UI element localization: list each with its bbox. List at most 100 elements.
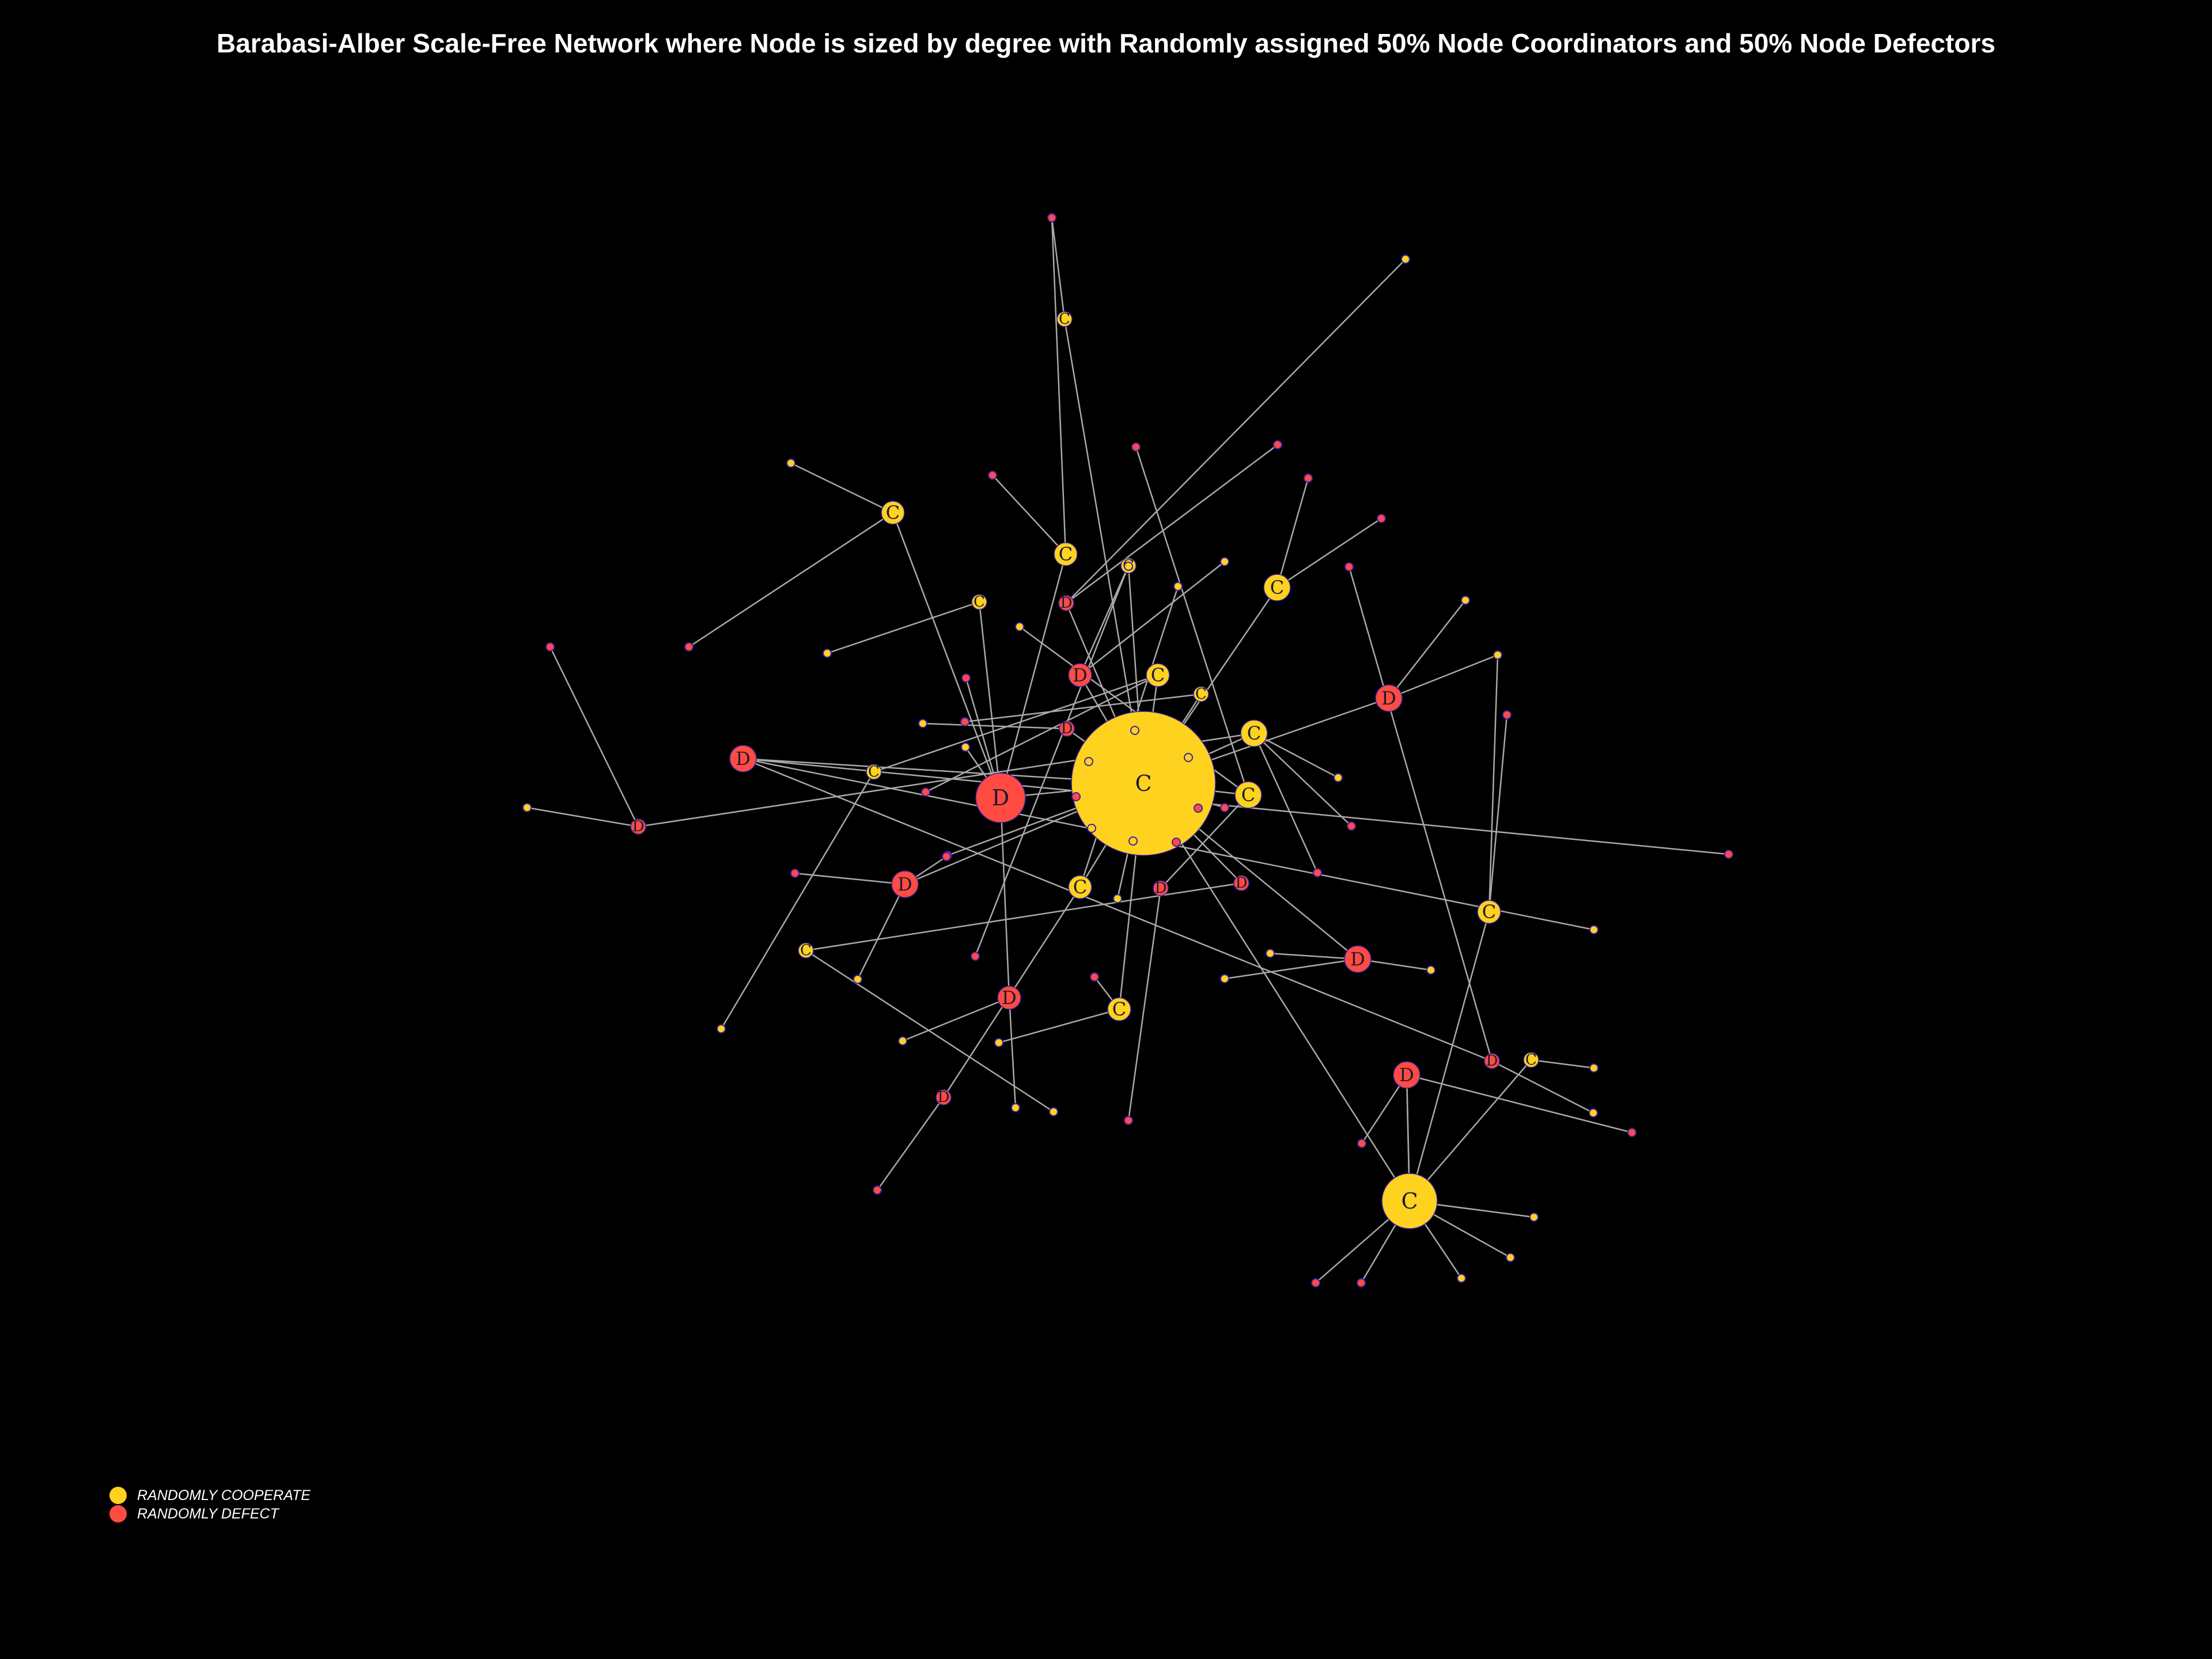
node-label-12: D [897, 873, 912, 895]
edge-20-85 [790, 462, 893, 514]
node-circle-17 [1477, 900, 1501, 924]
node-circle-49 [1589, 1063, 1599, 1073]
node-circle-18 [1393, 1061, 1421, 1089]
node-76 [1461, 596, 1470, 605]
node-circle-9 [1068, 875, 1092, 899]
node-85 [786, 459, 796, 468]
node-circle-23 [1484, 1053, 1500, 1069]
edge-0-33 [1063, 319, 1145, 784]
node-58 [961, 673, 971, 683]
edge-20-84 [688, 512, 893, 648]
node-71 [1426, 965, 1435, 975]
node-40 [1220, 557, 1229, 566]
edge-43-97 [720, 771, 875, 1029]
node-circle-22 [630, 819, 646, 835]
node-96 [971, 952, 980, 961]
node-circle-88 [546, 642, 555, 652]
node-circle-61 [1334, 773, 1343, 782]
node-15: C [1263, 574, 1291, 601]
node-circle-21 [1054, 542, 1078, 566]
node-label-10: C [1247, 722, 1261, 744]
node-circle-46 [921, 787, 930, 797]
node-59 [1131, 442, 1141, 452]
node-label-7: C [1151, 664, 1165, 686]
node-circle-55 [1357, 1278, 1366, 1287]
node-circle-65 [1090, 972, 1099, 982]
node-20: C [881, 501, 905, 525]
node-27 [1087, 824, 1096, 833]
node-61 [1334, 773, 1343, 782]
node-circle-32 [1058, 595, 1074, 611]
node-label-36: C [974, 593, 985, 611]
node-14: D [729, 745, 757, 772]
node-circle-98 [1049, 1107, 1058, 1116]
edge-5-41 [964, 693, 1202, 723]
node-circle-94 [823, 649, 832, 658]
node-label-11: C [1112, 998, 1126, 1020]
node-circle-64 [994, 1038, 1003, 1047]
edge-12-67 [857, 884, 906, 980]
edge-32-92 [1066, 444, 1278, 604]
node-53 [1506, 1253, 1515, 1262]
node-circle-35 [1220, 803, 1229, 812]
node-circle-31 [1071, 792, 1081, 801]
node-6: D [1059, 720, 1075, 737]
node-69 [1220, 974, 1229, 983]
edge-11-64 [998, 1008, 1120, 1044]
legend-item-cooperate: RANDOMLY COOPERATE [109, 1486, 310, 1505]
node-circle-81 [1627, 1128, 1637, 1137]
node-label-14: D [736, 748, 751, 770]
node-circle-47 [798, 942, 814, 959]
edge-36-94 [827, 601, 980, 654]
node-99 [873, 1185, 882, 1195]
node-circle-92 [1273, 440, 1282, 449]
edge-7-43 [873, 674, 1158, 773]
node-7: C [1146, 663, 1170, 687]
legend-swatch-cooperate [109, 1487, 127, 1504]
node-circle-34 [1124, 562, 1133, 571]
node-33: C [1056, 310, 1073, 328]
edge-14-23 [743, 757, 1493, 1062]
node-91 [1589, 1108, 1598, 1118]
node-label-3: C [1241, 784, 1255, 806]
node-circle-42 [918, 719, 927, 728]
edge-10-63 [1253, 733, 1319, 873]
node-41 [960, 717, 969, 726]
node-label-15: C [1270, 577, 1284, 599]
node-circle-5 [1193, 686, 1209, 702]
legend-label-cooperate: RANDOMLY COOPERATE [137, 1487, 311, 1503]
node-51 [1529, 1213, 1539, 1222]
node-label-21: C [1059, 543, 1073, 565]
edge-16-77 [1388, 654, 1498, 699]
node-24 [1130, 726, 1139, 735]
node-73 [1589, 925, 1599, 934]
node-48: D [935, 1089, 952, 1106]
node-label-6: D [1061, 720, 1073, 737]
node-circle-74 [1304, 474, 1313, 483]
node-84 [684, 642, 694, 652]
node-78 [1493, 650, 1502, 660]
node-circle-56 [1311, 1278, 1320, 1287]
edge-19-83 [1008, 997, 1017, 1108]
node-4: D [1068, 663, 1092, 687]
node-75 [1377, 514, 1386, 523]
node-label-22: D [632, 818, 645, 835]
node-label-48: D [938, 1089, 950, 1106]
node-label-13: D [1350, 948, 1365, 970]
edge-16-76 [1388, 600, 1466, 699]
node-label-5: C [1195, 685, 1207, 703]
edge-15-75 [1277, 517, 1382, 589]
node-circle-41 [960, 717, 969, 726]
node-circle-15 [1263, 574, 1291, 601]
node-1: C [1381, 1173, 1438, 1229]
node-circle-95 [1124, 1116, 1133, 1125]
node-label-33: C [1059, 310, 1070, 328]
legend-swatch-defect [109, 1505, 127, 1522]
edge-19-82 [902, 997, 1010, 1042]
node-92 [1273, 440, 1282, 449]
node-circle-16 [1375, 684, 1403, 712]
edge-10-61 [1253, 732, 1339, 779]
node-circle-4 [1068, 663, 1092, 687]
node-10: C [1240, 719, 1268, 747]
